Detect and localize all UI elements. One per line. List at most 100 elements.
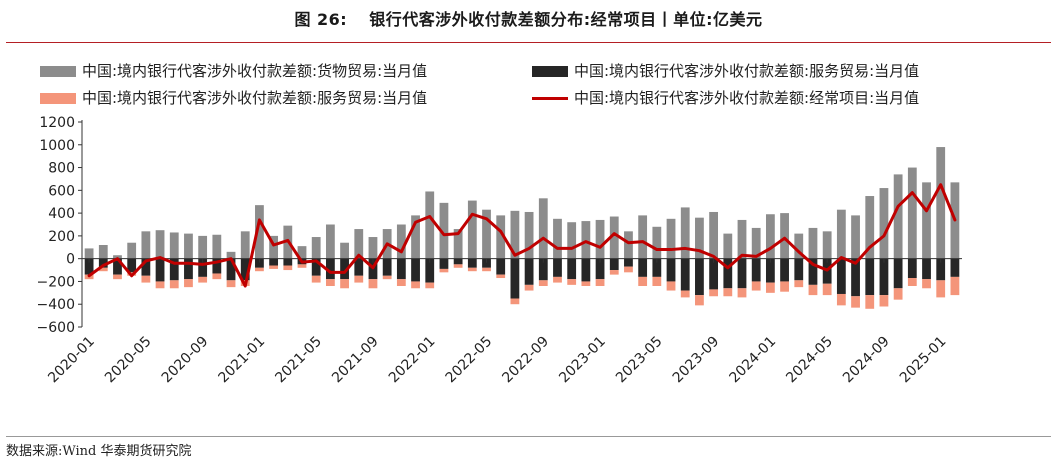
bar-s2-2021-09 bbox=[368, 279, 378, 289]
line-point-2020-04 bbox=[130, 274, 133, 277]
line-point-2023-01 bbox=[598, 246, 602, 249]
x-tick-label-2020-05: 2020-05 bbox=[102, 334, 155, 387]
x-tick-label-2025-01: 2025-01 bbox=[897, 334, 950, 387]
bar-s0-2024-06 bbox=[836, 209, 846, 259]
bar-s1-2023-11 bbox=[737, 258, 747, 289]
x-tick-label-2023-05: 2023-05 bbox=[613, 334, 666, 387]
bar-s1-2022-02 bbox=[439, 258, 449, 269]
bar-s1-2021-01 bbox=[255, 258, 264, 268]
bar-s2-2023-10 bbox=[723, 288, 733, 297]
bar-s2-2022-06 bbox=[496, 274, 506, 279]
y-tick-label-200: 200 bbox=[48, 229, 75, 245]
bar-s2-2023-12 bbox=[751, 281, 761, 291]
bar-s2-2022-12 bbox=[581, 281, 591, 286]
line-point-2022-11 bbox=[570, 247, 573, 250]
line-point-2021-07 bbox=[343, 271, 346, 274]
bar-s2-2023-03 bbox=[624, 266, 633, 273]
x-tick-label-2024-05: 2024-05 bbox=[783, 334, 836, 387]
bar-s1-2020-04 bbox=[127, 258, 137, 273]
bar-s1-2023-03 bbox=[624, 258, 633, 267]
bar-s0-2024-01 bbox=[765, 214, 775, 259]
line-point-2021-02 bbox=[272, 243, 275, 247]
legend-swatch-services-a bbox=[532, 66, 568, 77]
line-point-2022-03 bbox=[456, 232, 460, 235]
line-point-2023-06 bbox=[669, 248, 673, 251]
bar-s2-2025-01 bbox=[936, 280, 946, 298]
bar-s2-2021-03 bbox=[283, 265, 293, 271]
legend-swatch-goods bbox=[40, 66, 76, 77]
bar-s2-2021-10 bbox=[382, 275, 392, 280]
bar-s2-2023-04 bbox=[638, 276, 648, 286]
x-tick-label-2022-09: 2022-09 bbox=[499, 334, 552, 387]
bar-s1-2024-08 bbox=[865, 258, 875, 296]
bar-s1-2023-05 bbox=[652, 258, 662, 277]
bar-s1-2021-05 bbox=[311, 258, 321, 276]
bar-s0-2024-02 bbox=[780, 213, 789, 259]
x-tick-label-2022-01: 2022-01 bbox=[386, 334, 439, 387]
bar-s2-2023-06 bbox=[666, 281, 676, 291]
line-point-2024-01 bbox=[769, 247, 772, 250]
bar-s0-2023-06 bbox=[666, 218, 676, 259]
line-point-2022-07 bbox=[513, 254, 517, 257]
line-point-2021-08 bbox=[357, 254, 360, 257]
bar-s0-2024-05 bbox=[822, 231, 832, 259]
bar-s2-2024-02 bbox=[780, 281, 789, 292]
bar-s1-2024-06 bbox=[836, 258, 846, 294]
line-point-2023-10 bbox=[726, 266, 730, 269]
bar-s0-2024-08 bbox=[865, 196, 875, 259]
bar-s0-2023-01 bbox=[595, 219, 605, 259]
bar-s0-2023-02 bbox=[609, 216, 619, 259]
bar-s1-2020-05 bbox=[141, 258, 151, 276]
line-layer bbox=[87, 183, 957, 288]
bar-s0-2022-09 bbox=[538, 198, 548, 259]
bar-s0-2023-05 bbox=[652, 226, 662, 259]
legend-label-current-account: 中国:境内银行代客涉外收付款差额:经常项目:当月值 bbox=[574, 89, 920, 107]
bar-s0-2022-02 bbox=[439, 202, 449, 259]
bar-s1-2024-11 bbox=[907, 258, 917, 279]
bar-s0-2022-10 bbox=[553, 218, 562, 259]
line-point-2023-09 bbox=[712, 255, 715, 258]
bar-s1-2022-04 bbox=[467, 258, 477, 268]
bar-s1-2023-01 bbox=[595, 258, 605, 280]
bar-s1-2023-09 bbox=[709, 258, 719, 290]
bar-s0-2024-12 bbox=[922, 182, 931, 259]
bar-s2-2021-06 bbox=[325, 279, 335, 286]
line-point-2021-05 bbox=[314, 259, 318, 263]
line-point-2022-10 bbox=[556, 247, 559, 250]
line-point-2023-02 bbox=[613, 232, 616, 235]
y-tick-label--600: −600 bbox=[37, 320, 75, 336]
bar-s1-2023-07 bbox=[680, 258, 690, 291]
bar-s0-2020-11 bbox=[226, 251, 236, 259]
line-point-2021-11 bbox=[400, 250, 403, 254]
line-point-2021-12 bbox=[414, 221, 417, 224]
line-point-2020-06 bbox=[158, 256, 162, 259]
y-tick-label-1200: 1200 bbox=[39, 115, 75, 131]
line-point-2025-01 bbox=[939, 183, 942, 186]
bar-s0-2023-08 bbox=[695, 217, 704, 259]
bar-s1-2020-11 bbox=[226, 258, 236, 281]
legend-label-services-b: 中国:境内银行代客涉外收付款差额:服务贸易:当月值 bbox=[82, 89, 428, 107]
line-point-2022-02 bbox=[442, 233, 446, 236]
bar-s1-2023-04 bbox=[638, 258, 648, 277]
bar-s0-2023-11 bbox=[737, 219, 747, 259]
bar-s1-2022-08 bbox=[524, 258, 534, 285]
bar-s0-2022-05 bbox=[482, 209, 491, 259]
y-tick-label-600: 600 bbox=[48, 183, 75, 199]
bar-s2-2022-05 bbox=[482, 267, 491, 272]
bar-s1-2024-04 bbox=[808, 258, 818, 285]
bar-s1-2020-08 bbox=[184, 258, 193, 280]
line-point-2024-07 bbox=[854, 262, 857, 265]
line-point-2022-06 bbox=[499, 230, 502, 233]
figure-title: 图 26: 银行代客涉外收付款差额分布:经常项目丨单位:亿美元 bbox=[0, 6, 1057, 30]
bar-s2-2020-08 bbox=[184, 279, 193, 288]
line-point-2024-08 bbox=[868, 246, 871, 249]
bar-s2-2023-02 bbox=[609, 270, 619, 275]
bar-s0-2024-10 bbox=[893, 174, 903, 259]
bar-s2-2022-08 bbox=[524, 284, 534, 291]
bar-s1-2021-06 bbox=[325, 258, 335, 280]
bar-s0-2020-09 bbox=[198, 235, 208, 259]
bar-s2-2020-06 bbox=[155, 281, 165, 289]
bar-s1-2023-06 bbox=[666, 258, 676, 282]
bar-s2-2025-02 bbox=[950, 276, 960, 296]
bar-s0-2024-09 bbox=[879, 188, 889, 259]
